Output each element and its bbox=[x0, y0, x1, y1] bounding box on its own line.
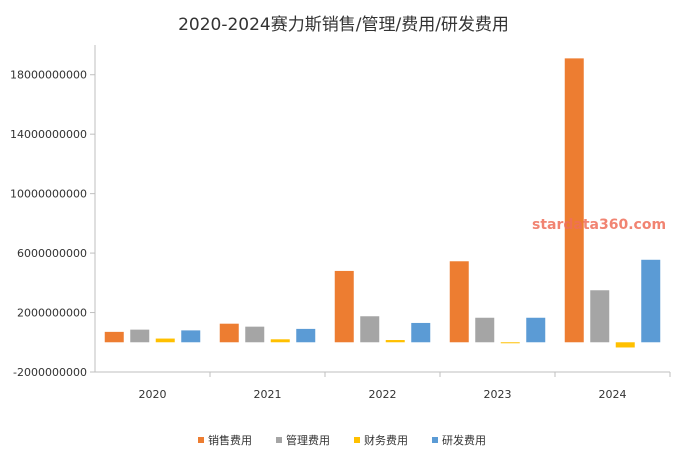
bar bbox=[475, 317, 495, 343]
watermark: stardata360.com bbox=[532, 217, 666, 233]
bar bbox=[270, 339, 290, 343]
bar bbox=[181, 330, 201, 343]
bar bbox=[526, 317, 546, 343]
legend-label: 财务费用 bbox=[364, 433, 408, 447]
y-tick-label: 6000000000 bbox=[17, 247, 87, 260]
legend-swatch bbox=[432, 437, 438, 443]
bar bbox=[155, 338, 175, 343]
bar bbox=[296, 328, 316, 343]
y-tick-label: -2000000000 bbox=[13, 366, 87, 379]
bar bbox=[615, 342, 635, 348]
x-tick-label: 2020 bbox=[139, 388, 167, 401]
bar bbox=[334, 270, 354, 343]
bar bbox=[360, 316, 380, 343]
bar bbox=[245, 326, 265, 343]
bar bbox=[130, 329, 150, 343]
x-tick-label: 2021 bbox=[254, 388, 282, 401]
bar bbox=[564, 58, 584, 343]
x-tick-label: 2024 bbox=[599, 388, 627, 401]
bar bbox=[449, 261, 469, 343]
bar bbox=[590, 290, 610, 343]
tick-labels: -2000000000 2000000000 6000000000 100000000… bbox=[10, 69, 626, 401]
bar bbox=[219, 323, 239, 343]
bars bbox=[104, 58, 661, 348]
axes bbox=[90, 45, 671, 377]
x-tick-label: 2022 bbox=[369, 388, 397, 401]
bar bbox=[385, 340, 405, 343]
legend-swatch bbox=[198, 437, 204, 443]
y-tick-label: 18000000000 bbox=[10, 69, 87, 82]
y-tick-label: 10000000000 bbox=[10, 188, 87, 201]
legend-label: 管理费用 bbox=[286, 433, 330, 447]
legend: 销售费用 管理费用 财务费用 研发费用 bbox=[198, 433, 486, 447]
legend-swatch bbox=[354, 437, 360, 443]
bar bbox=[641, 259, 661, 343]
y-tick-label: 2000000000 bbox=[17, 307, 87, 320]
chart-title: 2020-2024赛力斯销售/管理/费用/研发费用 bbox=[178, 15, 509, 35]
bar bbox=[104, 331, 124, 343]
x-tick-label: 2023 bbox=[484, 388, 512, 401]
y-tick-label: 14000000000 bbox=[10, 128, 87, 141]
bar bbox=[411, 322, 431, 343]
legend-label: 销售费用 bbox=[208, 433, 252, 447]
legend-label: 研发费用 bbox=[442, 433, 486, 447]
bar bbox=[500, 342, 520, 344]
legend-swatch bbox=[276, 437, 282, 443]
